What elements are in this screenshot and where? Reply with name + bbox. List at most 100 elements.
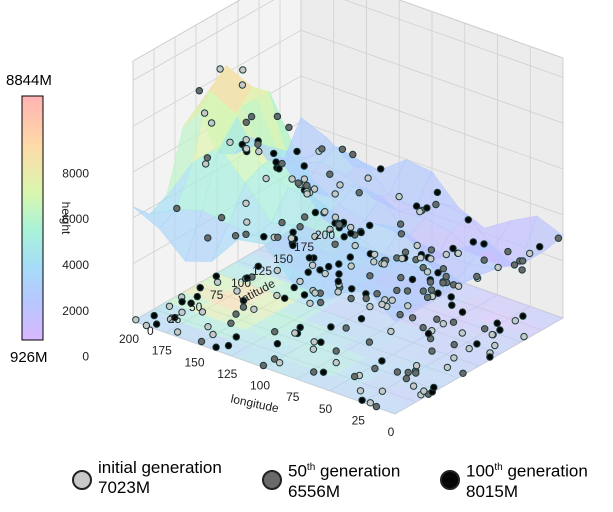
surface-point [335,220,343,229]
height-tick-label: 8000 [62,166,89,180]
floor-cell [293,243,337,263]
floor-point [481,325,489,333]
floor-point [232,310,240,318]
floor-point [319,368,328,376]
floor-cell [219,310,262,330]
surface-point [526,249,534,258]
floor-point [450,354,458,362]
floor-point [321,269,329,278]
floor-point [178,308,186,316]
floor-point [388,296,396,304]
legend-label-100th: 100th generation 8015M [466,461,588,501]
floor-cell [486,327,530,347]
floor-point [356,387,365,395]
floor-point [370,250,379,259]
surface-point [331,190,339,198]
floor-point [310,368,318,376]
floor-point [380,260,388,268]
floor-cell [316,376,360,396]
floor-point [197,337,206,346]
floor-cell [286,272,330,292]
longitude-tick-label: 200 [119,332,139,346]
surface-point [242,136,250,144]
floor-cell [211,339,255,359]
floor-point [397,273,405,282]
latitude-tick-label: 75 [210,288,224,302]
longitude-tick-label: 125 [217,367,237,381]
floor-point [423,268,432,276]
latitude-tick-label: 25 [168,312,182,326]
floor-cell [366,347,410,367]
surface-point [204,234,212,242]
surface-point [321,208,329,216]
floor-cell [372,271,416,291]
surface-point [300,162,308,170]
surface-point [504,247,512,256]
floor-point [132,316,140,324]
floor-point [443,363,452,372]
height-tick-label: 0 [82,350,89,364]
surface-point [274,233,282,242]
height-tick-label: 2000 [62,304,89,318]
floor-cell [400,328,444,348]
floor-point [332,358,340,367]
surface-point [396,310,404,319]
surface-point [413,241,421,250]
floor-cell [357,328,401,348]
floor-point [173,328,182,336]
floor-point [300,291,309,299]
floor-point [331,240,339,249]
floor-point [387,327,395,336]
surface-point [303,190,311,198]
surface-point [203,154,212,162]
surface-point [272,158,280,166]
longitude-axis-title: longitude [230,392,281,416]
floor-cell [262,310,305,330]
floor-cell [183,282,227,302]
surface-point [377,165,385,173]
floor-point [204,323,212,331]
floor-point [232,333,241,341]
floor-cell [254,339,298,358]
floor-cell [250,244,294,264]
surface-point [397,230,406,238]
floor-cell [389,262,432,282]
floor-cell [245,320,289,339]
floor-cell [467,290,511,309]
floor-point [404,368,412,377]
longitude-tick-label: 0 [388,425,395,439]
surface-point [226,138,234,147]
floor-cell [260,263,303,282]
surface-point [355,189,363,197]
floor-point [233,287,241,295]
floor-point [196,284,204,292]
floor-cell [359,376,403,396]
floor-point [488,330,496,339]
floor-cell [419,366,463,386]
floor-point [427,286,436,294]
floor-point [296,323,304,332]
surface-point [464,216,472,224]
floor-point [403,287,412,295]
surface-point [427,246,436,254]
surface-point [480,256,488,264]
surface-point [449,244,457,253]
surface-point [231,232,240,240]
surface-point [419,263,427,272]
surface-point [285,123,293,132]
colorbar-gradient [21,95,44,341]
floor-point [412,361,421,370]
floor-point [393,368,402,376]
surface-point [480,240,488,248]
surface-point [255,147,263,156]
surface-point [427,255,435,263]
surface-point [442,250,450,259]
floor-cell [290,367,334,387]
longitude-tick-label: 50 [319,402,333,416]
surface-point [357,228,365,237]
floor-point [273,266,281,275]
surface-point [366,221,374,230]
floor-point [366,302,374,311]
floor-point [224,341,233,350]
